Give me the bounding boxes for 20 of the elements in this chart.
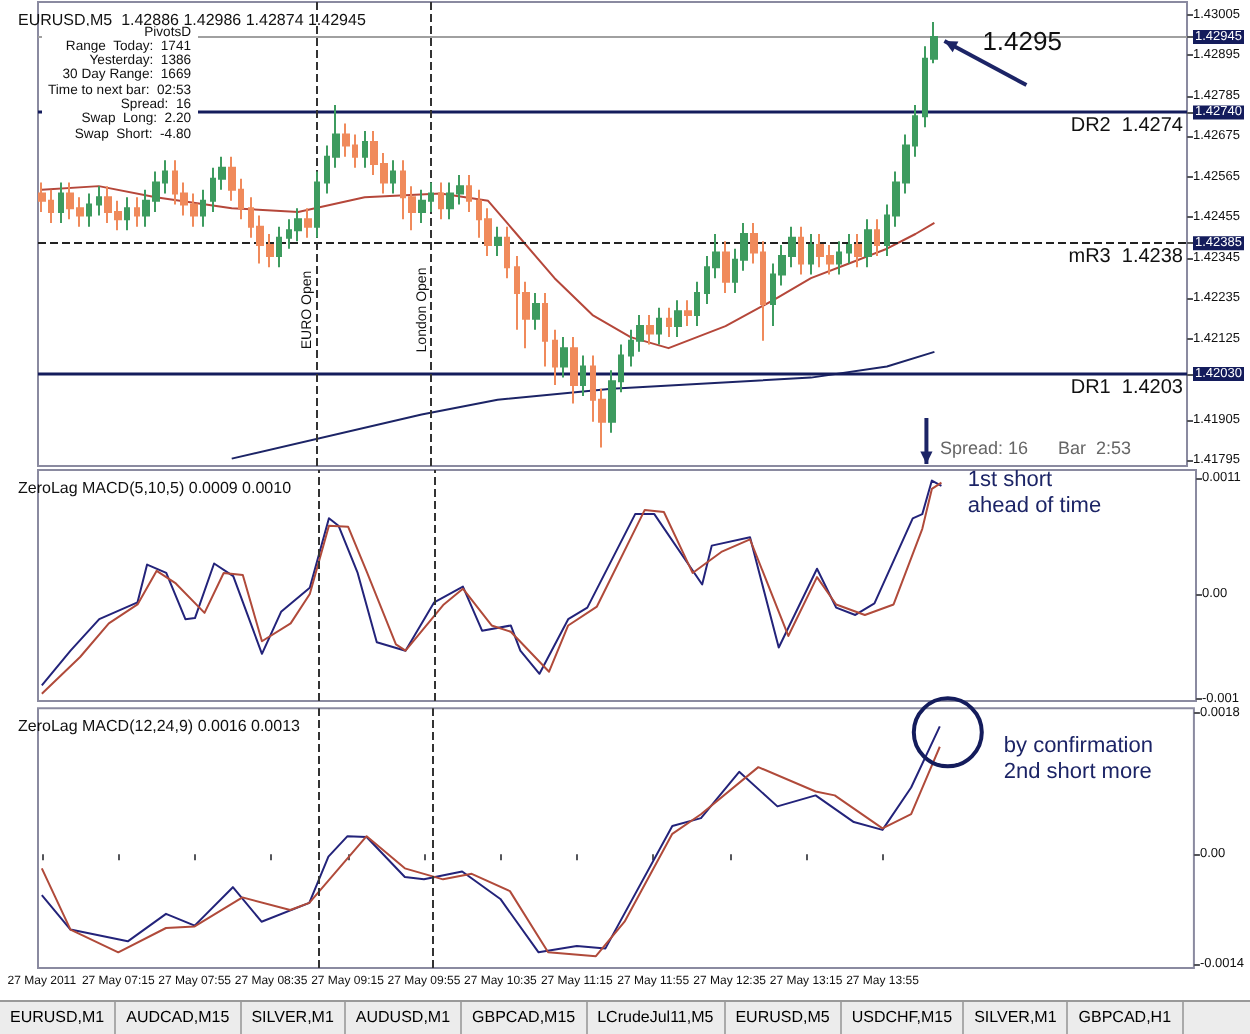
text: GBPCAD,M15 — [462, 1002, 588, 1034]
text: SILVER,M1 — [964, 1002, 1069, 1034]
annotation: 1.4295 — [982, 26, 1062, 57]
text: ZeroLag MACD(5,10,5) 0.0009 0.0010 — [18, 479, 293, 497]
text: ZeroLag MACD(12,24,9) 0.0016 0.0013 — [18, 717, 302, 735]
text: EURUSD,M5 — [725, 1002, 842, 1034]
text: AUDCAD,M15 — [116, 1002, 242, 1034]
text: EURUSD,M5 1.42886 1.42986 1.42874 1.42945 — [18, 11, 367, 29]
text: EURUSD,M1 — [0, 1002, 117, 1034]
annotation: by confirmation 2nd short more — [1003, 734, 1155, 787]
ref-line-label: mR3 1.4238 — [1068, 246, 1184, 269]
ref-line-label: DR2 1.4274 — [1070, 115, 1184, 138]
text: LCrudeJul11,M5 — [587, 1002, 726, 1034]
text: USDCHF,M15 — [841, 1002, 965, 1034]
text: GBPCAD,H1 — [1068, 1002, 1184, 1034]
annotation: Spread: 16 Bar 2:53 — [940, 438, 1132, 458]
ref-line-label: DR1 1.4203 — [1070, 376, 1184, 399]
annotation: 1st short ahead of time — [967, 468, 1104, 521]
text: AUDUSD,M1 — [345, 1002, 463, 1034]
text: SILVER,M1 — [241, 1002, 346, 1034]
